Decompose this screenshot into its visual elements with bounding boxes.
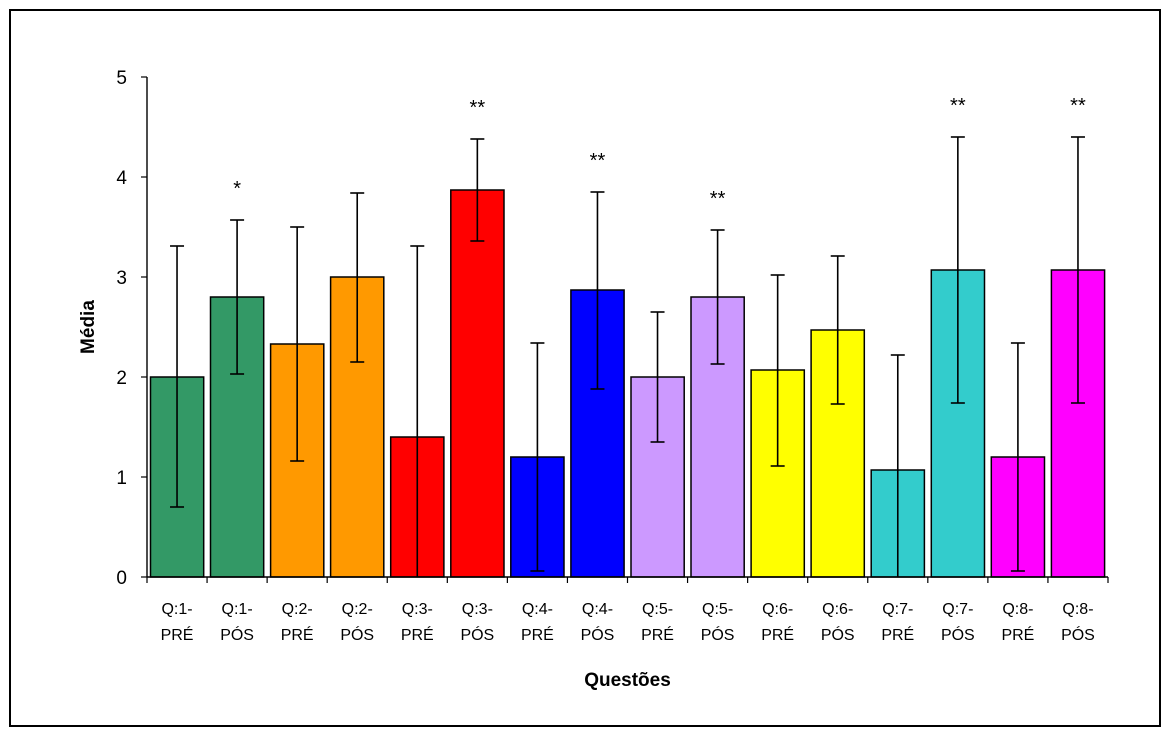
x-tick-label: Q:6- <box>762 601 793 618</box>
x-tick-label: PRÉ <box>761 625 794 644</box>
y-tick-label: 5 <box>116 68 127 89</box>
x-axis-title: Questões <box>584 670 671 691</box>
error-bars-layer <box>170 136 1085 577</box>
significance-label: ** <box>590 150 606 172</box>
bar <box>450 189 505 578</box>
x-tick-label: Q:3- <box>402 601 433 618</box>
x-tick-label: PÓS <box>821 625 855 644</box>
y-tick-label: 2 <box>116 368 127 389</box>
significance-label: ** <box>950 95 966 117</box>
significance-layer: ********* ** <box>233 95 1086 210</box>
y-tick-label: 1 <box>116 468 127 489</box>
x-tick-label: Q:8- <box>1062 601 1093 618</box>
significance-label: * <box>233 178 241 200</box>
x-tick-label: Q:8- <box>1002 601 1033 618</box>
x-tick-label: Q:4- <box>522 601 553 618</box>
x-tick-label: PÓS <box>460 625 494 644</box>
bars-layer <box>149 189 1106 578</box>
x-tick-label: PÓS <box>1061 625 1095 644</box>
axes-layer <box>146 77 1109 583</box>
x-tick-label: PRÉ <box>521 625 554 644</box>
y-axis-title: Média <box>78 300 99 354</box>
x-tick-label: Q:5- <box>642 601 673 618</box>
x-tick-label: PRÉ <box>1001 625 1034 644</box>
x-tick-label: Q:7- <box>882 601 913 618</box>
x-tick-label: PÓS <box>581 625 615 644</box>
x-tick-label: Q:1- <box>161 601 192 618</box>
y-tick-label: 0 <box>116 568 127 589</box>
x-tick-label: Q:5- <box>702 601 733 618</box>
x-tick-label: Q:1- <box>222 601 253 618</box>
x-tick-label: PÓS <box>941 625 975 644</box>
x-tick-label: Q:6- <box>822 601 853 618</box>
x-tick-label: Q:2- <box>342 601 373 618</box>
y-tick-label: 3 <box>116 268 127 289</box>
x-tick-label: Q:3- <box>462 601 493 618</box>
x-tick-label: PÓS <box>340 625 374 644</box>
x-tick-label: PRÉ <box>161 625 194 644</box>
x-tick-label: Q:2- <box>282 601 313 618</box>
x-labels-layer: Q:1- PRÉ Q:1- PÓS Q:2- PRÉ Q:2- PÓS Q:3- PRÉ Q:3- P… <box>161 601 1095 644</box>
x-tick-label: PRÉ <box>401 625 434 644</box>
significance-label: ** <box>470 97 486 119</box>
x-tick-label: PRÉ <box>281 625 314 644</box>
significance-label: ** <box>710 188 726 210</box>
y-ticks-layer: 0 1 2 3 4 5 <box>116 68 147 589</box>
x-tick-label: PRÉ <box>641 625 674 644</box>
y-tick-label: 4 <box>116 168 127 189</box>
x-tick-label: PRÉ <box>881 625 914 644</box>
x-tick-label: Q:4- <box>582 601 613 618</box>
x-tick-label: PÓS <box>701 625 735 644</box>
significance-label: ** <box>1070 95 1086 117</box>
x-tick-label: PÓS <box>220 625 254 644</box>
x-tick-label: Q:7- <box>942 601 973 618</box>
